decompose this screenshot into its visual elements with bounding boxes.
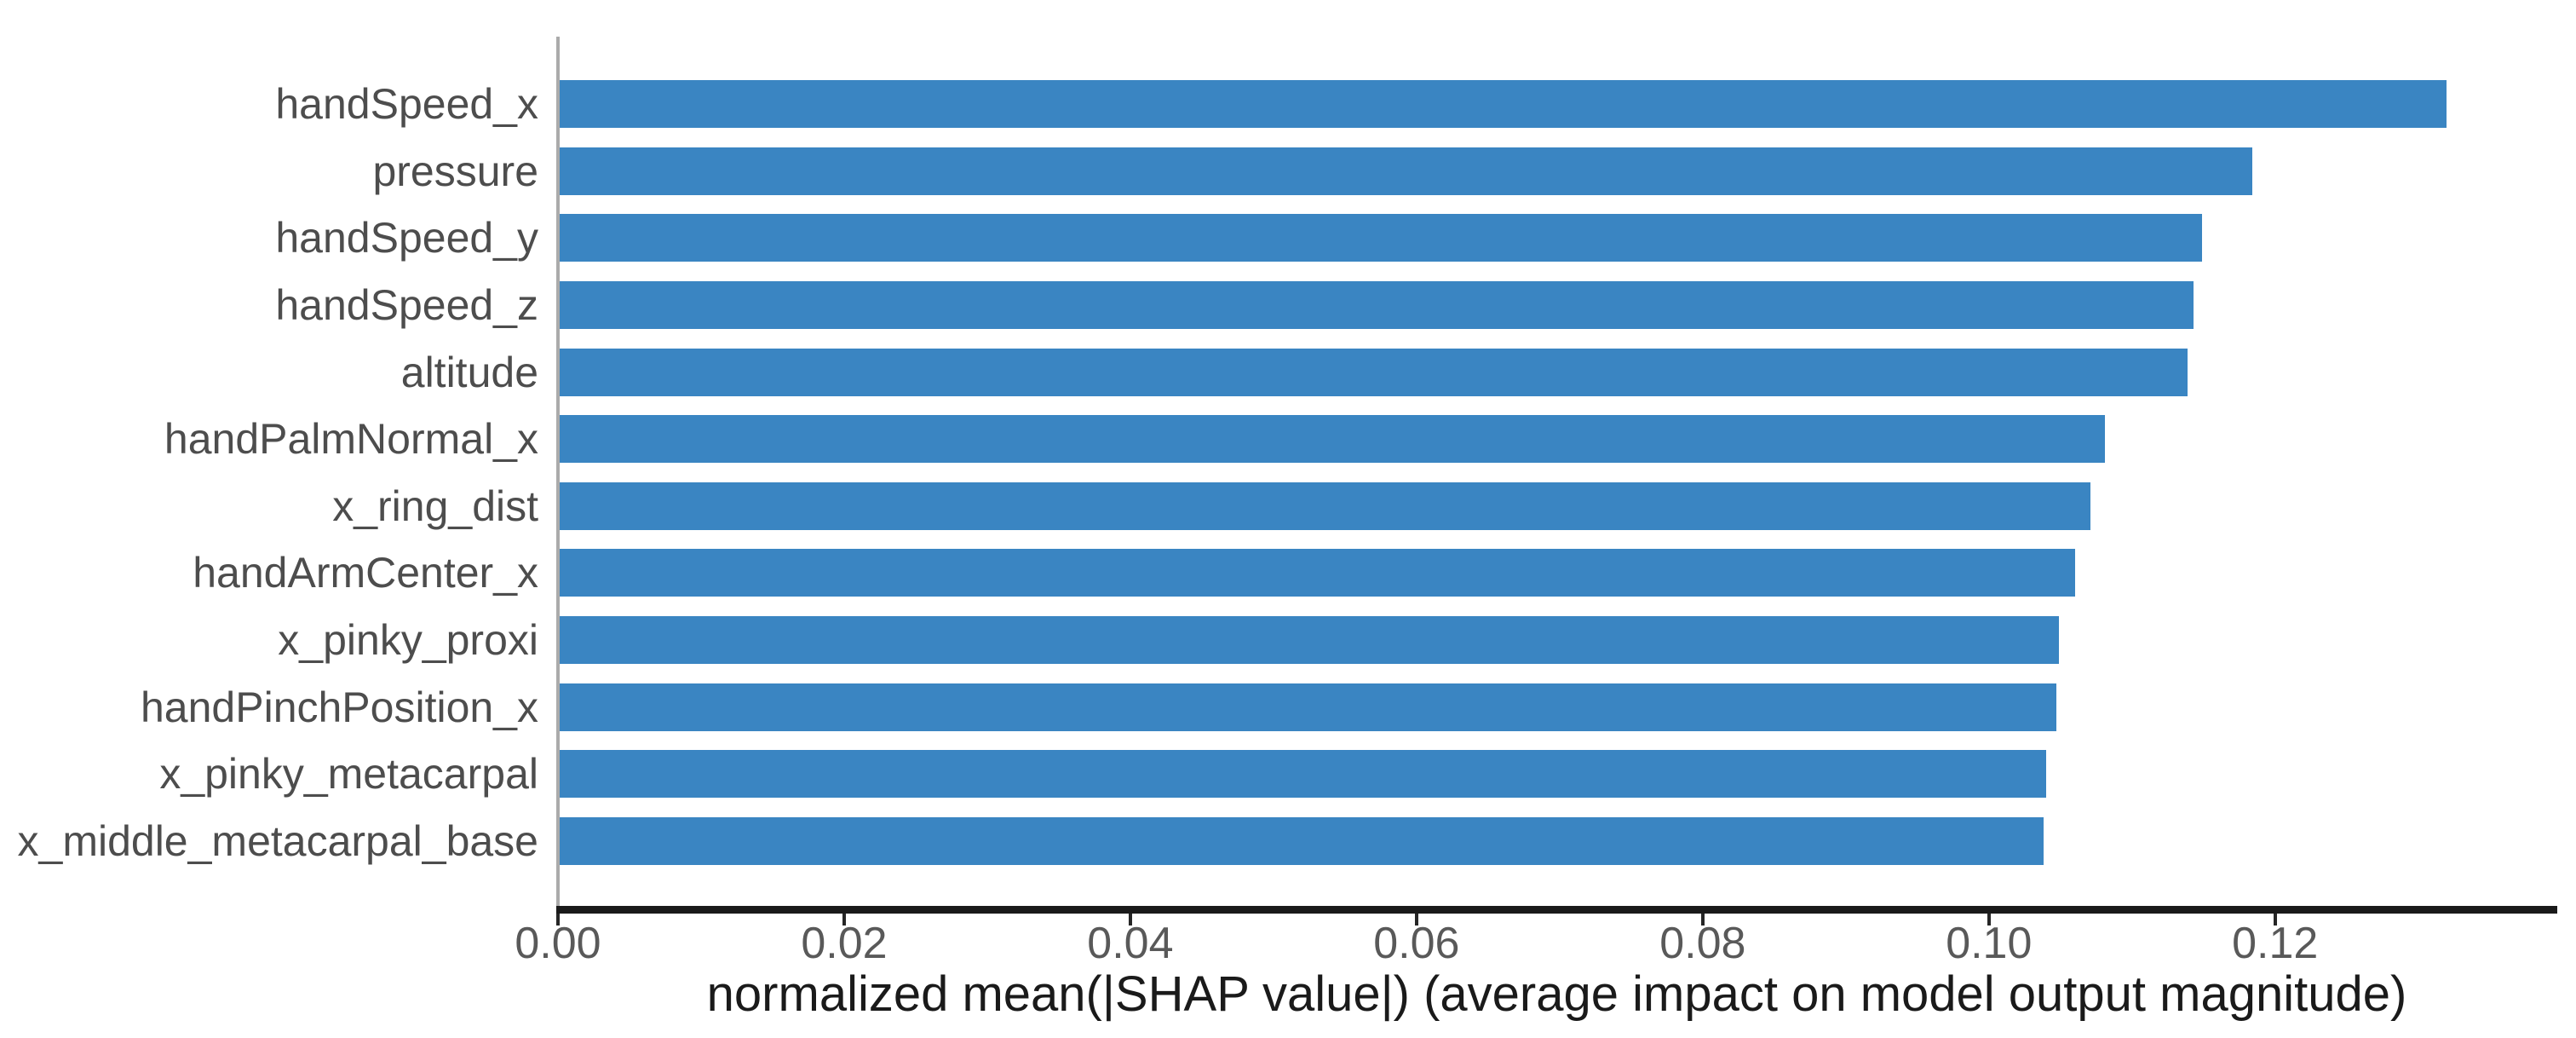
x-tick-label: 0.00 [515, 919, 601, 968]
bar [558, 280, 2194, 329]
y-tick-label: handArmCenter_x [193, 549, 538, 597]
bar [558, 750, 2046, 799]
x-tick-label: 0.06 [1373, 919, 1460, 968]
x-tick-mark [556, 914, 560, 926]
y-tick-label: handPalmNormal_x [164, 415, 538, 464]
bar [558, 482, 2091, 530]
x-tick-mark [2273, 914, 2277, 926]
x-tick-mark [1128, 914, 1132, 926]
x-axis-title: normalized mean(|SHAP value|) (average i… [706, 966, 2407, 1022]
bar [558, 348, 2188, 396]
x-tick-label: 0.02 [801, 919, 888, 968]
bar [558, 147, 2252, 195]
bar [558, 214, 2203, 262]
bar [558, 683, 2056, 731]
x-tick-label: 0.08 [1659, 919, 1746, 968]
x-tick-label: 0.10 [1946, 919, 2033, 968]
y-tick-label: altitude [400, 348, 538, 396]
x-axis-line [556, 906, 2557, 914]
x-tick-mark [1987, 914, 1991, 926]
x-tick-label: 0.12 [2232, 919, 2319, 968]
y-tick-label: x_ring_dist [332, 482, 538, 530]
x-tick-label: 0.04 [1087, 919, 1174, 968]
bar [558, 817, 2044, 866]
y-axis-line [556, 37, 560, 906]
y-tick-label: pressure [372, 147, 538, 195]
bar [558, 549, 2075, 597]
x-tick-mark [842, 914, 846, 926]
bar [558, 415, 2105, 464]
y-tick-label: handSpeed_y [275, 214, 538, 262]
y-tick-label: x_pinky_proxi [278, 616, 538, 665]
x-tick-mark [1700, 914, 1705, 926]
y-tick-label: x_pinky_metacarpal [159, 750, 538, 799]
y-tick-label: handSpeed_x [275, 80, 538, 128]
bar [558, 616, 2060, 665]
y-tick-label: handSpeed_z [275, 280, 538, 329]
y-tick-label: x_middle_metacarpal_base [17, 817, 538, 866]
y-tick-label: handPinchPosition_x [141, 683, 538, 731]
x-tick-mark [1414, 914, 1418, 926]
bar [558, 80, 2447, 128]
